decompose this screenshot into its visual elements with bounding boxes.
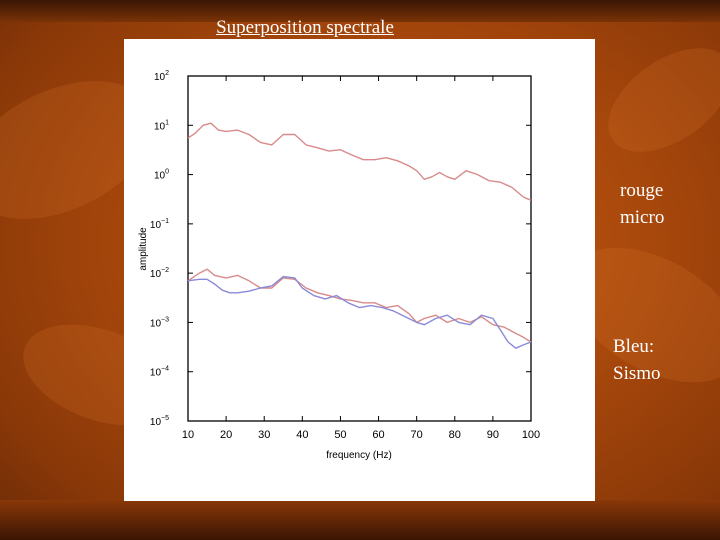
y-tick-label: 102	[154, 70, 169, 83]
spectrum-chart: 10 20 30 40 50 60 70 80 90 100 102 101 100 10−1 10−2 10…	[138, 70, 540, 461]
slide-title: Superposition spectrale	[216, 17, 394, 38]
y-axis-label: amplitude	[138, 227, 149, 271]
x-tick-label: 30	[258, 429, 270, 441]
x-tick-label: 60	[372, 429, 384, 441]
y-tick-label: 10−1	[150, 218, 169, 231]
y-tick-label: 10−5	[150, 415, 169, 428]
x-tick-label: 100	[522, 429, 540, 441]
x-tick-label: 70	[411, 429, 423, 441]
blue-series-label-line2: Sismo	[613, 363, 661, 384]
y-tick-label: 10−4	[150, 366, 169, 379]
top-band	[0, 0, 720, 22]
red-series-label-line2: micro	[620, 207, 665, 228]
x-tick-label: 40	[296, 429, 308, 441]
bottom-band	[0, 500, 720, 540]
y-tick-label: 10−3	[150, 316, 169, 329]
background-leaf	[589, 27, 720, 173]
x-tick-label: 90	[487, 429, 499, 441]
x-tick-label: 10	[182, 429, 194, 441]
blue-series-label-line1: Bleu:	[613, 336, 655, 357]
series-line-2	[187, 268, 532, 343]
x-tick-label: 20	[220, 429, 232, 441]
y-tick-label: 100	[154, 169, 169, 182]
y-tick-label: 10−2	[150, 267, 169, 280]
plot-frame	[187, 75, 532, 422]
x-axis-label: frequency (Hz)	[326, 450, 392, 461]
series-line-3	[187, 275, 532, 349]
red-series-label-line1: rouge	[620, 180, 664, 201]
series-line-1	[187, 122, 532, 201]
y-tick-label: 101	[154, 119, 169, 132]
x-tick-label: 50	[334, 429, 346, 441]
x-tick-label: 80	[449, 429, 461, 441]
chart-panel: 10 20 30 40 50 60 70 80 90 100 102 101 100 10−1 10−2 10…	[124, 39, 595, 501]
